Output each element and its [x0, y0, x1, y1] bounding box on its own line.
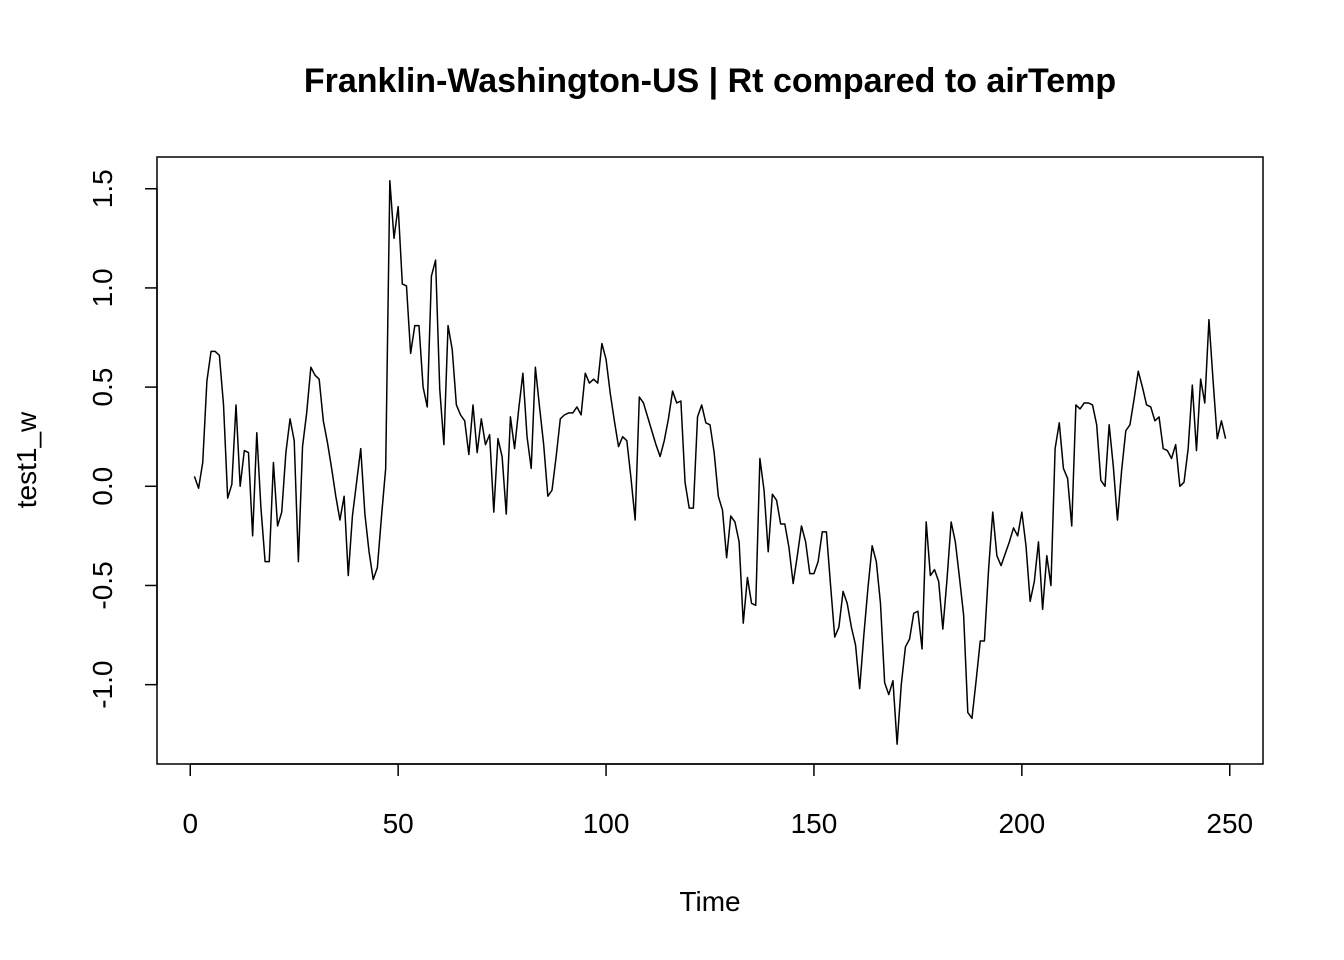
y-axis: -1.0 -0.5 0.0 0.5 1.0 1.5	[87, 169, 158, 709]
y-tick-label: 0.0	[87, 467, 118, 506]
y-axis-label: test1_w	[11, 411, 42, 508]
series-line-test1-w	[193, 180, 1227, 745]
x-tick-label: 50	[383, 808, 414, 839]
y-tick-label: -0.5	[87, 561, 118, 609]
x-tick-label: 0	[182, 808, 198, 839]
plot-frame	[156, 156, 1264, 765]
y-tick-label: -1.0	[87, 661, 118, 709]
x-tick-label: 200	[998, 808, 1045, 839]
y-tick-label: 1.0	[87, 268, 118, 307]
y-tick-label: 1.5	[87, 169, 118, 208]
x-tick-label: 100	[583, 808, 630, 839]
x-axis: 0 50 100 150 200 250	[182, 763, 1253, 839]
x-tick-label: 250	[1206, 808, 1253, 839]
chart-title: Franklin-Washington-US | Rt compared to …	[304, 62, 1116, 100]
x-tick-label: 150	[791, 808, 838, 839]
y-tick-label: 0.5	[87, 368, 118, 407]
x-axis-label: Time	[679, 886, 740, 917]
